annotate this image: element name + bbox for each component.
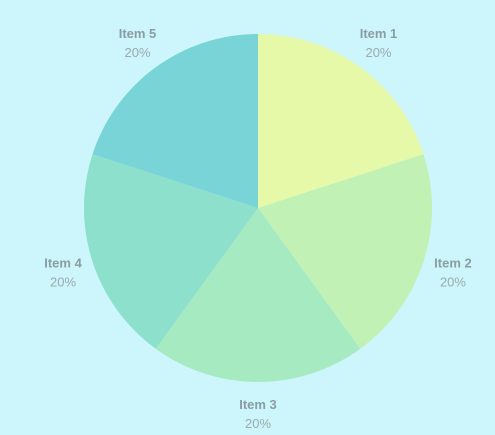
pie-slice-5 [92,33,258,208]
slice-value-4: 20% [50,274,76,289]
pie-slice-4 [84,154,259,349]
slice-label-3: Item 3 [239,397,277,412]
pie-slice-1 [258,34,424,208]
pie-slice-3 [155,208,361,382]
slice-label-2: Item 2 [434,255,472,270]
slice-label-4: Item 4 [44,255,82,270]
slice-value-3: 20% [245,416,271,431]
slice-label-5: Item 5 [119,26,157,41]
pie-slice-2 [258,154,432,349]
slice-value-5: 20% [124,45,150,60]
slice-value-2: 20% [440,274,466,289]
slice-label-1: Item 1 [360,26,398,41]
slice-value-1: 20% [365,45,391,60]
